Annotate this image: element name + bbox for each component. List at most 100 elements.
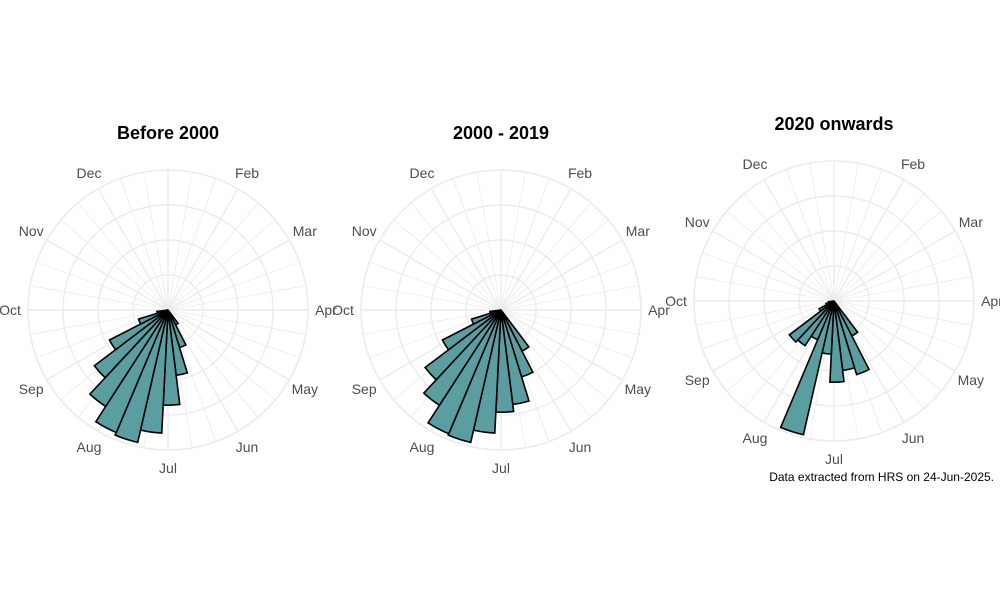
grid-spoke-major [712, 300, 835, 372]
grid-spoke-minor [167, 309, 259, 418]
grid-spoke-major [167, 309, 239, 432]
month-label-dec: Dec [410, 165, 435, 181]
grid-spoke-major [833, 179, 905, 302]
panel-title: 2020 onwards [774, 114, 893, 134]
grid-spoke-minor [393, 219, 502, 311]
grid-spoke-minor [809, 163, 835, 302]
grid-spoke-minor [833, 300, 966, 350]
polar-bar-1-9 [93, 309, 169, 379]
polar-panel-1: Before 2000 Feb Mar Apr May Jun Jul Aug Sep Oct No… [0, 123, 337, 476]
grid-spoke-minor [833, 163, 859, 302]
grid-spoke-major [833, 300, 956, 372]
grid-spoke-major [500, 188, 572, 311]
month-label-mar: Mar [626, 223, 650, 239]
month-label-sep: Sep [19, 381, 44, 397]
source-caption: Data extracted from HRS on 24-Jun-2025. [769, 470, 994, 484]
grid-spoke-minor [167, 202, 259, 311]
grid-spoke-minor [833, 252, 966, 302]
grid-spoke-minor [143, 172, 169, 311]
grid-spoke-major [430, 188, 502, 311]
grid-spoke-major [167, 239, 290, 311]
month-label-mar: Mar [293, 223, 317, 239]
month-label-may: May [625, 381, 651, 397]
month-label-apr: Apr [648, 302, 670, 318]
month-label-oct: Oct [0, 302, 21, 318]
grid-spoke-minor [500, 285, 639, 311]
month-label-apr: Apr [315, 302, 337, 318]
month-label-jul: Jul [159, 460, 177, 476]
grid-spoke-minor [167, 219, 276, 311]
polar-bar-2-12 [488, 309, 502, 315]
grid-spoke-major [379, 239, 502, 311]
month-label-dec: Dec [743, 156, 768, 172]
grid-spoke-minor [500, 178, 550, 311]
grid-spoke-minor [785, 169, 835, 302]
grid-spoke-minor [743, 193, 835, 302]
grid-spoke-minor [833, 169, 883, 302]
grid-spoke-major [712, 230, 835, 302]
grid-spoke-minor [30, 285, 169, 311]
month-label-may: May [292, 381, 318, 397]
polar-bar-1-7 [94, 309, 169, 434]
polar-bar-2-9 [423, 309, 502, 381]
grid-spoke-major [167, 309, 290, 381]
grid-spoke-minor [363, 309, 502, 335]
month-label-sep: Sep [352, 381, 377, 397]
grid-spoke-minor [833, 300, 942, 392]
month-label-aug: Aug [743, 430, 768, 446]
polar-bar-1-8 [88, 309, 169, 408]
month-label-feb: Feb [235, 165, 259, 181]
grid-spoke-minor [696, 276, 835, 302]
grid-spoke-minor [167, 309, 300, 359]
month-label-may: May [958, 372, 984, 388]
panel-title: Before 2000 [117, 123, 219, 143]
grid-spoke-minor [500, 219, 609, 311]
grid-spoke-minor [167, 172, 193, 311]
grid-spoke-minor [500, 172, 526, 311]
grid-spoke-minor [500, 309, 609, 401]
month-label-dec: Dec [77, 165, 102, 181]
polar-bar-1-11 [137, 309, 169, 326]
month-label-apr: Apr [981, 293, 1000, 309]
grid-spoke-minor [500, 309, 633, 359]
polar-bar-2-8 [422, 309, 502, 407]
month-label-nov: Nov [685, 214, 710, 230]
grid-spoke-minor [167, 309, 276, 401]
grid-spoke-major [46, 239, 169, 311]
grid-spoke-major [500, 239, 623, 311]
grid-spoke-minor [36, 261, 169, 311]
grid-spoke-minor [500, 309, 592, 418]
month-label-jun: Jun [569, 439, 592, 455]
grid-spoke-minor [452, 178, 502, 311]
grid-spoke-minor [369, 261, 502, 311]
grid-spoke-minor [833, 300, 972, 326]
polar-panel-2: 2000 - 2019 Feb Mar Apr May Jun Jul Aug Sep Oct No… [332, 123, 670, 476]
month-label-aug: Aug [410, 439, 435, 455]
month-label-feb: Feb [901, 156, 925, 172]
month-label-jun: Jun [236, 439, 259, 455]
grid-spoke-major [97, 188, 169, 311]
grid-spoke-minor [833, 210, 942, 302]
grid-spoke-minor [410, 202, 502, 311]
grid-spoke-minor [30, 309, 169, 335]
polar-bar-1-10 [108, 309, 169, 351]
grid-spoke-minor [500, 261, 633, 311]
grid-spoke-minor [702, 300, 835, 350]
month-label-oct: Oct [332, 302, 354, 318]
grid-spoke-minor [363, 285, 502, 311]
panel-title: 2000 - 2019 [453, 123, 549, 143]
polar-bar-1-12 [155, 309, 169, 315]
grid-spoke-minor [167, 178, 217, 311]
polar-bar-2-10 [441, 309, 502, 351]
month-label-oct: Oct [665, 293, 687, 309]
month-label-nov: Nov [352, 223, 377, 239]
polar-bar-3-2 [833, 300, 871, 376]
month-label-aug: Aug [77, 439, 102, 455]
grid-spoke-major [500, 309, 623, 381]
polar-bar-3-9 [788, 300, 835, 344]
grid-spoke-major [833, 230, 956, 302]
month-label-sep: Sep [685, 372, 710, 388]
grid-spoke-minor [476, 172, 502, 311]
grid-spoke-minor [167, 261, 300, 311]
